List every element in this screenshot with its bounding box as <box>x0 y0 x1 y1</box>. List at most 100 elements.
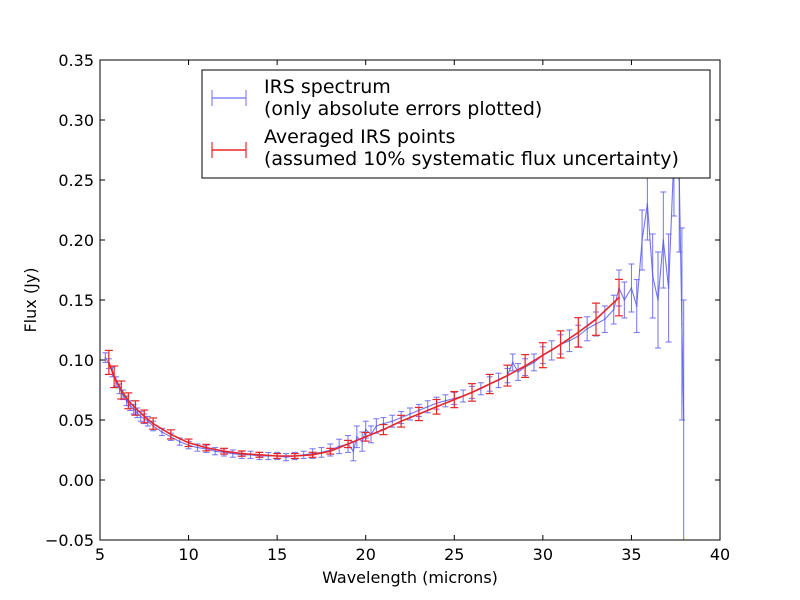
data-point <box>129 404 131 407</box>
x-axis-label: Wavelength (microns) <box>322 568 498 587</box>
data-point <box>382 428 385 431</box>
data-point <box>595 318 597 321</box>
data-point <box>205 446 208 449</box>
data-point <box>139 415 142 418</box>
data-point <box>375 425 378 427</box>
data-point <box>533 361 535 364</box>
data-point <box>147 420 149 423</box>
y-tick-label: 0.10 <box>58 351 94 370</box>
legend: IRS spectrum (only absolute errors plott… <box>201 69 711 179</box>
data-point <box>418 413 420 415</box>
data-point <box>662 239 665 241</box>
data-point <box>364 436 367 438</box>
y-tick-label: 0.35 <box>58 51 94 70</box>
data-point <box>568 340 571 342</box>
data-point <box>311 454 314 456</box>
data-point <box>276 455 278 457</box>
x-tick-label: 30 <box>533 545 553 564</box>
data-point <box>542 354 544 357</box>
data-point <box>400 420 402 423</box>
y-tick-label: 0.00 <box>58 471 94 490</box>
x-tick-label: 25 <box>444 545 464 564</box>
y-tick-label: 0.15 <box>58 291 94 310</box>
data-point <box>294 455 296 457</box>
data-point <box>559 343 562 346</box>
data-point <box>187 442 190 444</box>
y-tick-label: 0.20 <box>58 231 94 250</box>
y-tick-label: −0.05 <box>45 531 94 550</box>
data-point <box>120 389 123 391</box>
data-point <box>391 420 394 423</box>
data-point <box>258 454 261 456</box>
data-point <box>113 376 115 378</box>
data-point <box>506 374 509 377</box>
y-tick-label: 0.05 <box>58 411 94 430</box>
x-tick-label: 20 <box>356 545 376 564</box>
legend-sublabel-irs-spectrum: (only absolute errors plotted) <box>264 98 542 120</box>
data-point <box>681 323 683 325</box>
data-point <box>214 450 216 453</box>
data-point <box>630 287 633 289</box>
data-point <box>134 407 137 409</box>
data-point <box>471 391 473 394</box>
data-point <box>136 412 138 414</box>
y-tick-label: 0.30 <box>58 111 94 130</box>
data-point <box>604 318 606 321</box>
legend-handle-irs-spectrum <box>211 90 247 106</box>
data-point <box>612 308 615 311</box>
legend-label-irs-spectrum: IRS spectrum <box>264 76 391 98</box>
data-point <box>651 275 654 277</box>
data-point <box>285 456 287 459</box>
data-point <box>524 365 526 367</box>
series-1-group <box>104 278 624 459</box>
x-tick-label: 35 <box>621 545 641 564</box>
data-point <box>240 452 243 455</box>
data-point <box>223 450 225 453</box>
data-point <box>646 203 649 205</box>
x-tick-label: 10 <box>178 545 198 564</box>
y-tick-label: 0.25 <box>58 171 94 190</box>
data-point <box>618 296 620 299</box>
data-point <box>453 398 456 401</box>
data-point <box>667 287 670 289</box>
data-point <box>161 431 163 433</box>
data-point <box>152 422 154 425</box>
data-point <box>170 433 172 436</box>
data-point <box>444 400 447 402</box>
data-point <box>329 450 332 453</box>
data-point <box>178 440 181 443</box>
legend-handle-averaged-irs-points <box>211 142 247 158</box>
y-axis-label: Flux (Jy) <box>21 267 40 332</box>
data-point <box>678 179 681 181</box>
data-point <box>635 305 638 307</box>
data-point <box>196 446 199 449</box>
data-point <box>682 419 685 421</box>
data-point <box>657 299 659 301</box>
x-tick-label: 5 <box>95 545 105 564</box>
data-point <box>641 239 643 241</box>
data-point <box>623 299 626 301</box>
data-point <box>108 361 110 364</box>
data-point <box>352 450 355 453</box>
x-tick-label: 40 <box>710 545 730 564</box>
data-point <box>347 443 349 445</box>
data-point <box>517 371 519 373</box>
legend-sublabel-averaged-irs-points: (assumed 10% systematic flux uncertainty… <box>264 148 679 170</box>
data-point <box>511 361 514 364</box>
data-point <box>435 406 438 408</box>
legend-box <box>201 69 711 179</box>
data-point <box>426 406 429 408</box>
data-point <box>127 400 130 402</box>
data-point <box>104 356 107 359</box>
axis-ticks: 5 10 15 20 25 30 35 40 −0.05 0.00 0.05 0.10 0.15 0.20… <box>45 51 730 564</box>
data-point <box>577 331 580 334</box>
data-point <box>132 408 135 411</box>
data-point <box>364 428 367 431</box>
x-tick-label: 15 <box>267 545 287 564</box>
plot-content <box>102 95 687 540</box>
data-point <box>409 413 411 415</box>
data-point <box>143 415 146 418</box>
data-point <box>586 328 588 330</box>
data-point <box>125 400 128 402</box>
